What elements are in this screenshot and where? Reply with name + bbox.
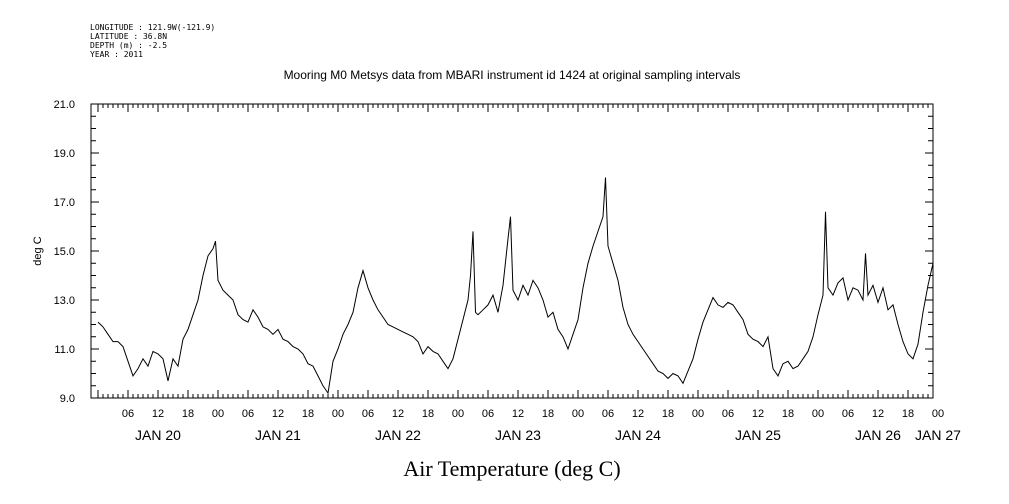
x-day-label: JAN 20 xyxy=(135,427,181,443)
x-hour-label: 12 xyxy=(752,408,764,420)
meta-latitude: LATITUDE : 36.8N xyxy=(90,32,167,41)
x-hour-label: 00 xyxy=(572,408,584,420)
x-hour-label: 00 xyxy=(932,408,944,420)
x-hour-label: 12 xyxy=(872,408,884,420)
meta-longitude: LONGITUDE : 121.9W(-121.9) xyxy=(90,23,215,32)
meta-year: YEAR : 2011 xyxy=(90,50,143,59)
x-day-label: JAN 22 xyxy=(375,427,421,443)
x-day-label: JAN 27 xyxy=(915,427,961,443)
x-hour-label: 06 xyxy=(722,408,734,420)
y-axis: 9.0 11.0 13.0 15.0 17.0 19.0 21.0 xyxy=(54,99,933,405)
x-hour-label: 12 xyxy=(392,408,404,420)
x-hour-label: 12 xyxy=(152,408,164,420)
x-hour-label: 06 xyxy=(242,408,254,420)
x-axis-label: Air Temperature (deg C) xyxy=(403,456,620,481)
x-hour-label: 00 xyxy=(452,408,464,420)
x-hour-label: 00 xyxy=(332,408,344,420)
x-axis: 06 12 18 00 06 12 18 00 06 12 18 00 06 12 18 00 06 12 18 00… xyxy=(97,104,961,443)
x-hour-label: 06 xyxy=(362,408,374,420)
chart-title: Mooring M0 Metsys data from MBARI instru… xyxy=(284,68,741,82)
x-hour-label: 06 xyxy=(602,408,614,420)
y-tick-label: 17.0 xyxy=(54,197,75,209)
y-tick-label: 19.0 xyxy=(54,148,75,160)
x-hour-label: 06 xyxy=(842,408,854,420)
x-hour-label: 06 xyxy=(122,408,134,420)
x-day-label: JAN 26 xyxy=(855,427,901,443)
x-day-label: JAN 25 xyxy=(735,427,781,443)
x-hour-label: 18 xyxy=(542,408,554,420)
air-temperature-line xyxy=(97,118,934,395)
x-day-label: JAN 23 xyxy=(495,427,541,443)
x-day-label: JAN 21 xyxy=(255,427,301,443)
x-hour-label: 06 xyxy=(482,408,494,420)
y-tick-label: 11.0 xyxy=(54,344,75,356)
y-axis-label: deg C xyxy=(32,236,44,265)
x-hour-label: 18 xyxy=(182,408,194,420)
x-day-label: JAN 24 xyxy=(615,427,661,443)
x-hour-label: 18 xyxy=(422,408,434,420)
x-hour-label: 12 xyxy=(512,408,524,420)
meta-depth: DEPTH (m) : -2.5 xyxy=(90,41,167,50)
y-tick-label: 9.0 xyxy=(60,393,75,405)
x-hour-label: 18 xyxy=(902,408,914,420)
x-hour-label: 12 xyxy=(272,408,284,420)
metadata-block: LONGITUDE : 121.9W(-121.9) LATITUDE : 36… xyxy=(90,23,215,59)
x-hour-label: 18 xyxy=(302,408,314,420)
x-hour-label: 18 xyxy=(662,408,674,420)
x-hour-label: 00 xyxy=(692,408,704,420)
x-hour-label: 18 xyxy=(782,408,794,420)
x-hour-label: 12 xyxy=(632,408,644,420)
y-tick-label: 13.0 xyxy=(54,295,75,307)
x-hour-label: 00 xyxy=(812,408,824,420)
y-tick-label: 21.0 xyxy=(54,99,75,111)
y-tick-label: 15.0 xyxy=(54,246,75,258)
x-hour-label: 00 xyxy=(212,408,224,420)
